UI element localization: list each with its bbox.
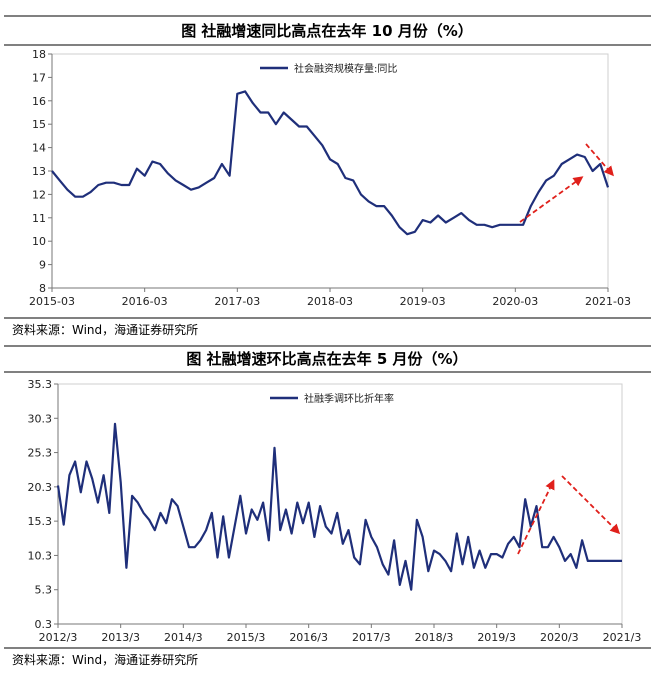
y-tick-label: 12 — [32, 188, 46, 201]
y-tick-label: 15.3 — [28, 515, 53, 528]
legend-label: 社会融资规模存量:同比 — [294, 62, 397, 75]
x-tick-label: 2017/3 — [352, 631, 391, 644]
y-tick-label: 0.3 — [35, 618, 53, 631]
trend-arrow-2 — [561, 475, 621, 535]
y-tick-label: 10 — [32, 235, 46, 248]
plot-frame — [57, 383, 623, 625]
y-tick-label: 10.3 — [28, 549, 53, 562]
y-tick-label: 20.3 — [28, 481, 53, 494]
trend-arrow-1 — [517, 479, 555, 555]
y-tick-label: 13 — [32, 165, 46, 178]
series-line — [51, 90, 610, 236]
trend-arrow-2 — [585, 143, 614, 177]
x-tick-label: 2014/3 — [164, 631, 203, 644]
panel1-title: 图 社融增速同比高点在去年 10 月份（%） — [181, 22, 473, 40]
legend-label: 社融季调环比折年率 — [304, 392, 394, 405]
series-line — [56, 422, 622, 591]
x-tick-label: 2013/3 — [101, 631, 140, 644]
x-tick-label: 2021-03 — [585, 295, 631, 308]
y-tick-label: 18 — [32, 48, 46, 61]
y-tick-label: 17 — [32, 71, 46, 84]
y-tick-label: 35.3 — [28, 378, 53, 391]
x-tick-label: 2012/3 — [39, 631, 78, 644]
y-tick-label: 16 — [32, 95, 46, 108]
x-tick-label: 2015/3 — [227, 631, 266, 644]
panel2-source: 资料来源：Wind，海通证券研究所 — [12, 652, 198, 667]
y-tick-label: 14 — [32, 142, 46, 155]
x-tick-label: 2020-03 — [492, 295, 538, 308]
y-tick-label: 30.3 — [28, 412, 53, 425]
x-tick-label: 2015-03 — [29, 295, 75, 308]
x-tick-label: 2019-03 — [400, 295, 446, 308]
y-tick-label: 15 — [32, 118, 46, 131]
trend-arrow-1 — [519, 176, 584, 223]
x-tick-label: 2020/3 — [540, 631, 579, 644]
y-tick-label: 11 — [32, 212, 46, 225]
x-tick-label: 2016-03 — [122, 295, 168, 308]
y-tick-label: 25.3 — [28, 447, 53, 460]
y-tick-label: 5.3 — [35, 584, 53, 597]
x-tick-label: 2019/3 — [477, 631, 516, 644]
x-tick-label: 2016/3 — [289, 631, 328, 644]
x-tick-label: 2018/3 — [415, 631, 454, 644]
panel2-title: 图 社融增速环比高点在去年 5 月份（%） — [186, 350, 467, 368]
y-tick-label: 9 — [39, 259, 46, 272]
panel1-source: 资料来源：Wind，海通证券研究所 — [12, 322, 198, 337]
x-tick-label: 2018-03 — [307, 295, 353, 308]
x-tick-label: 2017-03 — [214, 295, 260, 308]
y-tick-label: 8 — [39, 282, 46, 295]
x-tick-label: 2021/3 — [603, 631, 642, 644]
